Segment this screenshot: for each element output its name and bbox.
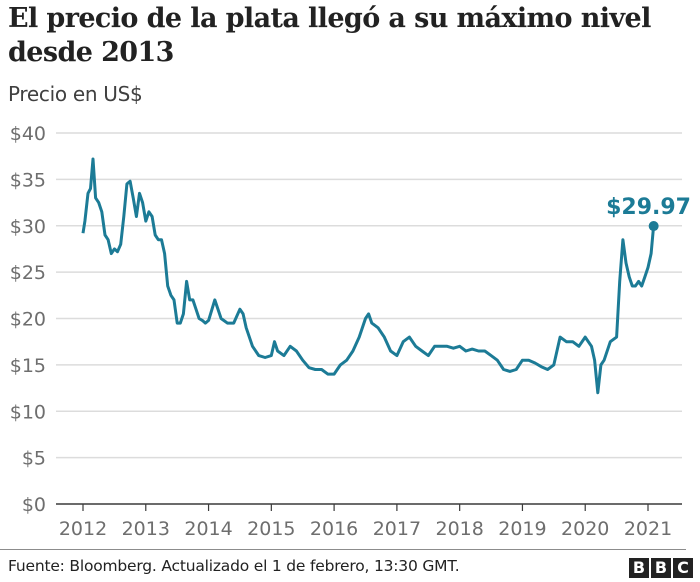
y-axis: $0 $5 $10 $15 $20 $25 $30 $35 $40 (10, 123, 46, 516)
y-tick-label: $30 (10, 216, 46, 238)
y-tick-label: $0 (22, 494, 46, 516)
y-tick-label: $40 (10, 123, 46, 145)
y-tick-label: $35 (10, 169, 46, 191)
chart-title: El precio de la plata llegó a su máximo … (8, 3, 651, 68)
x-tick-label: 2013 (122, 518, 170, 540)
end-point-marker (648, 221, 659, 232)
x-tick-label: 2019 (498, 518, 546, 540)
y-tick-label: $10 (10, 401, 46, 423)
y-tick-label: $5 (22, 448, 46, 470)
chart-subtitle: Precio en US$ (8, 82, 143, 106)
footer-divider (0, 549, 686, 550)
logo-letter: B (629, 558, 649, 578)
x-tick-label: 2020 (561, 518, 609, 540)
y-tick-label: $25 (10, 262, 46, 284)
gridlines (56, 132, 682, 459)
x-tick-label: 2015 (247, 518, 295, 540)
logo-letter: C (673, 558, 693, 578)
x-tick-label: 2017 (373, 518, 421, 540)
y-tick-label: $15 (10, 355, 46, 377)
source-note: Fuente: Bloomberg. Actualizado el 1 de f… (8, 557, 460, 575)
x-tick-label: 2021 (624, 518, 672, 540)
x-tick-label: 2012 (59, 518, 107, 540)
x-tick-label: 2016 (310, 518, 358, 540)
chart-area: $0$5$10$15$20$25$30$35$40 2012 2013 2014 20… (10, 123, 691, 540)
x-tick-label: 2018 (435, 518, 483, 540)
x-tick-label: 2014 (184, 518, 232, 540)
series-group (81, 157, 659, 395)
bbc-logo: B B C (629, 558, 693, 578)
y-tick-label: $20 (10, 309, 46, 331)
end-value-label: $29.97 (606, 195, 691, 220)
x-axis: 2012 2013 2014 2015 2016 2017 2018 2019 2020 2021 (56, 503, 682, 540)
price-line (81, 157, 656, 395)
logo-letter: B (651, 558, 671, 578)
